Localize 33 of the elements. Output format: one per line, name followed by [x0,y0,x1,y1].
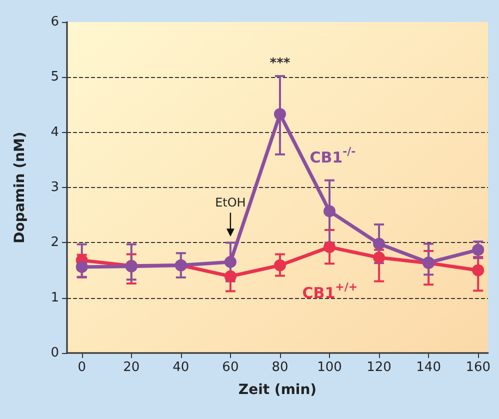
point [373,252,386,264]
point [324,205,336,218]
point [76,260,88,273]
annotation: EtOH [215,196,246,210]
x-tick-label: 100 [317,360,342,375]
annotation: *** [270,56,290,72]
point [324,241,336,254]
y-tick-label: 4 [50,124,59,140]
y-tick-label: 5 [50,70,59,85]
point [274,108,286,120]
y-tick-label: 2 [50,235,59,250]
point [274,259,286,272]
series-label: CB1+/+ [302,280,358,302]
x-tick-label: 120 [366,360,392,375]
x-tick-label: 60 [222,360,239,375]
series-label: CB1-/- [310,145,356,167]
point [224,256,236,268]
y-tick-label: 0 [50,346,59,360]
y-tick-label: 6 [50,14,59,30]
x-tick-label: 160 [466,360,491,375]
point [472,264,484,276]
x-axis-title: Zeit (min) [238,382,317,398]
point [224,270,236,282]
x-tick-label: 80 [272,360,288,375]
x-tick-label: 0 [78,360,86,375]
y-tick-label: 3 [50,180,59,195]
point [373,238,386,250]
x-tick-label: 20 [123,360,140,375]
y-axis-title: Dopamin (nM) [12,132,28,244]
x-tick-label: 140 [416,360,441,375]
x-tick-label: 40 [172,360,190,375]
point [472,244,484,256]
y-tick-label: 1 [50,290,59,306]
